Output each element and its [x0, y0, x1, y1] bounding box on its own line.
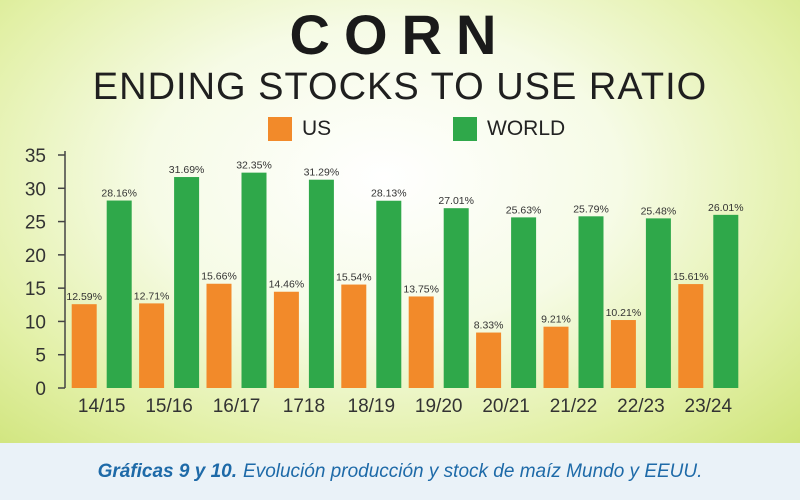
bar-world: [578, 216, 604, 388]
bar-us: [610, 320, 636, 388]
data-label-world: 26.01%: [708, 202, 744, 214]
data-label-world: 28.16%: [101, 188, 137, 200]
bar-world: [241, 172, 267, 388]
x-tick-label: 14/15: [78, 396, 126, 417]
chart-title: CORN: [289, 3, 511, 66]
x-tick-label: 21/22: [550, 396, 598, 417]
data-label-us: 15.54%: [336, 272, 372, 284]
data-label-us: 12.59%: [66, 291, 102, 303]
data-label-world: 31.69%: [169, 164, 205, 176]
caption-text: Evolución producción y stock de maíz Mun…: [243, 460, 703, 482]
bar-world: [713, 214, 739, 388]
bar-us: [476, 332, 502, 388]
data-label-world: 25.48%: [641, 205, 677, 217]
data-label-us: 12.71%: [134, 290, 170, 302]
bar-us: [206, 283, 232, 388]
y-tick-label: 35: [25, 146, 46, 167]
figure-caption: Gráficas 9 y 10. Evolución producción y …: [0, 443, 800, 500]
x-tick-label: 19/20: [415, 396, 463, 417]
legend-label-world: WORLD: [487, 117, 566, 140]
data-label-world: 31.29%: [304, 167, 340, 179]
bar-world: [308, 179, 334, 388]
data-label-world: 25.79%: [573, 203, 609, 215]
data-label-world: 25.63%: [506, 204, 542, 216]
bar-world: [174, 177, 200, 388]
bar-us: [678, 284, 704, 388]
bar-chart: 0 5 10 15 20 25 30 35 12.59% 28.16% 14/15 12.71% 31.…: [25, 146, 744, 417]
x-tick-label: 16/17: [213, 396, 261, 417]
data-label-us: 8.33%: [474, 320, 504, 332]
chart-subtitle: ENDING STOCKS TO USE RATIO: [92, 66, 708, 108]
data-label-us: 9.21%: [541, 314, 571, 326]
y-tick-label: 0: [35, 379, 46, 400]
data-label-world: 32.35%: [236, 160, 272, 172]
bar-world: [645, 218, 671, 388]
y-tick-label: 5: [35, 346, 46, 367]
data-label-us: 13.75%: [403, 283, 439, 295]
x-tick-label: 15/16: [145, 396, 193, 417]
data-label-us: 15.66%: [201, 271, 237, 283]
data-label-us: 14.46%: [269, 279, 305, 291]
data-label-world: 28.13%: [371, 188, 407, 200]
caption-label: Gráficas 9 y 10.: [97, 460, 238, 482]
bar-us: [139, 303, 165, 388]
bar-us: [408, 296, 434, 388]
legend-label-us: US: [302, 117, 332, 140]
data-label-us: 15.61%: [673, 271, 709, 283]
legend-item-us: US: [268, 116, 331, 142]
y-tick-label: 25: [25, 213, 46, 234]
data-label-us: 10.21%: [606, 307, 642, 319]
bar-world: [106, 200, 132, 388]
x-tick-label: 18/19: [348, 396, 396, 417]
bar-world: [376, 200, 402, 388]
legend-swatch-us: [268, 117, 292, 141]
x-tick-label: 20/21: [482, 396, 530, 417]
data-label-world: 27.01%: [438, 195, 474, 207]
y-tick-label: 30: [25, 179, 46, 200]
x-tick-label: 1718: [283, 396, 325, 417]
bar-world: [443, 208, 469, 388]
bar-us: [71, 304, 97, 388]
legend-swatch-world: [453, 117, 477, 141]
legend-item-world: WORLD: [453, 116, 565, 142]
y-tick-label: 20: [25, 246, 46, 267]
y-tick-label: 15: [25, 279, 46, 300]
chart-panel: CORN ENDING STOCKS TO USE RATIO US WORLD…: [0, 0, 800, 443]
x-tick-label: 22/23: [617, 396, 665, 417]
bar-us: [543, 326, 569, 388]
bar-world: [511, 217, 537, 388]
y-tick-label: 10: [25, 312, 46, 333]
x-tick-label: 23/24: [685, 396, 733, 417]
bar-us: [341, 284, 367, 388]
bar-us: [273, 291, 299, 388]
